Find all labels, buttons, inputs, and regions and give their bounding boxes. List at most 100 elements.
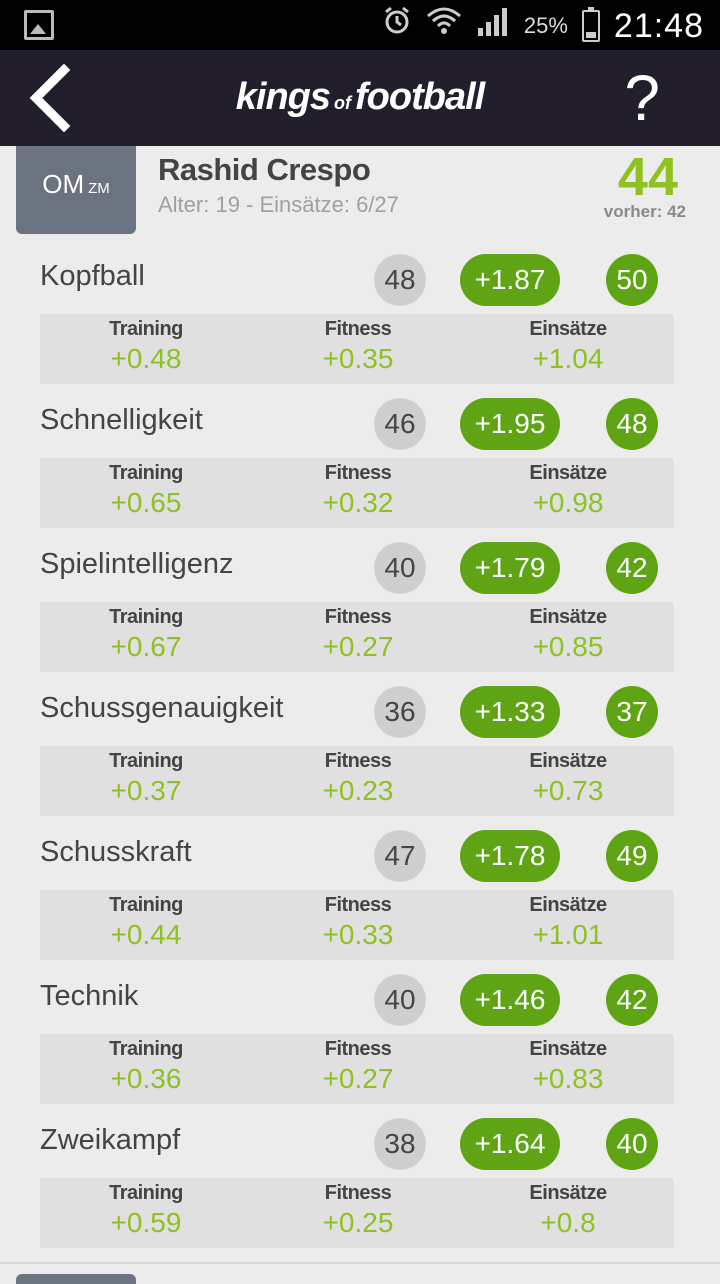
fitness-column: Fitness +0.23 — [278, 750, 438, 807]
logo-text-kings: kings — [235, 76, 331, 118]
skill-new-value: 40 — [606, 1118, 658, 1170]
fitness-column: Fitness +0.25 — [278, 1182, 438, 1239]
einsaetze-column: Einsätze +1.04 — [488, 318, 648, 375]
position-badge: OM ZM — [16, 146, 136, 234]
fitness-column: Fitness +0.35 — [278, 318, 438, 375]
status-bar: 25% 21:48 — [0, 0, 720, 50]
skill-old-value: 48 — [374, 254, 426, 306]
skill-old-value: 38 — [374, 1118, 426, 1170]
einsaetze-value: +1.01 — [532, 919, 604, 950]
back-button[interactable] — [20, 63, 80, 133]
fitness-column: Fitness +0.33 — [278, 894, 438, 951]
skill-name: Spielintelligenz — [40, 548, 234, 580]
skill-row: Zweikampf 38 +1.64 40 Training +0.59 Fitn… — [0, 1114, 720, 1258]
fitness-label: Fitness — [324, 606, 392, 628]
einsaetze-label: Einsätze — [529, 1182, 607, 1204]
einsaetze-value: +1.04 — [532, 343, 604, 374]
help-button[interactable]: ? — [624, 62, 660, 134]
skill-row: Kopfball 48 +1.87 50 Training +0.48 Fitne… — [0, 250, 720, 394]
position-main: OM — [42, 169, 85, 199]
fitness-column: Fitness +0.27 — [278, 1038, 438, 1095]
einsaetze-value: +0.85 — [532, 631, 604, 662]
skill-row: Technik 40 +1.46 42 Training +0.36 Fitnes… — [0, 970, 720, 1114]
skill-new-value: 42 — [606, 974, 658, 1026]
training-value: +0.44 — [110, 919, 182, 950]
fitness-value: +0.23 — [322, 775, 394, 806]
fitness-value: +0.25 — [322, 1207, 394, 1238]
training-column: Training +0.48 — [66, 318, 226, 375]
einsaetze-label: Einsätze — [529, 462, 607, 484]
training-label: Training — [109, 1038, 183, 1060]
logo-text-football: football — [355, 76, 485, 118]
einsaetze-column: Einsätze +0.8 — [488, 1182, 648, 1239]
einsaetze-value: +0.8 — [540, 1207, 596, 1238]
fitness-column: Fitness +0.27 — [278, 606, 438, 663]
skill-delta: +1.46 — [460, 974, 560, 1026]
einsaetze-value: +0.73 — [532, 775, 604, 806]
training-label: Training — [109, 1182, 183, 1204]
training-column: Training +0.59 — [66, 1182, 226, 1239]
player-name: Rashid Crespo — [158, 152, 371, 187]
fitness-value: +0.27 — [322, 1063, 394, 1094]
fitness-label: Fitness — [324, 462, 392, 484]
skill-name: Technik — [40, 980, 139, 1012]
skill-old-value: 46 — [374, 398, 426, 450]
chevron-left-icon — [29, 63, 71, 133]
skill-old-value: 40 — [374, 542, 426, 594]
previous-rating: vorher: 42 — [603, 202, 686, 221]
einsaetze-value: +0.98 — [532, 487, 604, 518]
skill-breakdown: Training +0.44 Fitness +0.33 Einsätze +1.01 — [40, 890, 674, 960]
fitness-value: +0.27 — [322, 631, 394, 662]
skill-delta: +1.87 — [460, 254, 560, 306]
einsaetze-column: Einsätze +0.83 — [488, 1038, 648, 1095]
skill-breakdown: Training +0.59 Fitness +0.25 Einsätze +0.8 — [40, 1178, 674, 1248]
einsaetze-column: Einsätze +0.98 — [488, 462, 648, 519]
status-icons: 25% 21:48 — [382, 6, 704, 46]
fitness-value: +0.32 — [322, 487, 394, 518]
skill-delta: +1.64 — [460, 1118, 560, 1170]
training-column: Training +0.67 — [66, 606, 226, 663]
fitness-label: Fitness — [324, 1182, 392, 1204]
training-column: Training +0.37 — [66, 750, 226, 807]
skill-breakdown: Training +0.37 Fitness +0.23 Einsätze +0.73 — [40, 746, 674, 816]
training-value: +0.37 — [110, 775, 182, 806]
skill-breakdown: Training +0.48 Fitness +0.35 Einsätze +1.04 — [40, 314, 674, 384]
einsaetze-label: Einsätze — [529, 1038, 607, 1060]
einsaetze-label: Einsätze — [529, 750, 607, 772]
skill-breakdown: Training +0.65 Fitness +0.32 Einsätze +0.98 — [40, 458, 674, 528]
training-label: Training — [109, 318, 183, 340]
player-meta: Alter: 19 - Einsätze: 6/27 — [158, 192, 399, 217]
signal-icon — [476, 6, 510, 47]
einsaetze-column: Einsätze +0.73 — [488, 750, 648, 807]
training-label: Training — [109, 606, 183, 628]
app-logo: kings of football — [0, 76, 720, 119]
training-value: +0.59 — [110, 1207, 182, 1238]
einsaetze-label: Einsätze — [529, 318, 607, 340]
battery-percent: 25% — [523, 13, 568, 38]
einsaetze-label: Einsätze — [529, 606, 607, 628]
skill-old-value: 36 — [374, 686, 426, 738]
skill-row: Schnelligkeit 46 +1.95 48 Training +0.65 … — [0, 394, 720, 538]
next-player-badge[interactable] — [16, 1274, 136, 1284]
gallery-icon — [24, 10, 54, 40]
skill-delta: +1.78 — [460, 830, 560, 882]
skill-name: Schusskraft — [40, 836, 192, 868]
skill-delta: +1.95 — [460, 398, 560, 450]
wifi-icon — [426, 6, 462, 47]
training-label: Training — [109, 462, 183, 484]
fitness-label: Fitness — [324, 750, 392, 772]
fitness-label: Fitness — [324, 1038, 392, 1060]
skill-name: Zweikampf — [40, 1124, 181, 1156]
training-label: Training — [109, 894, 183, 916]
einsaetze-column: Einsätze +1.01 — [488, 894, 648, 951]
logo-text-of: of — [334, 93, 352, 113]
skill-new-value: 37 — [606, 686, 658, 738]
training-value: +0.36 — [110, 1063, 182, 1094]
fitness-value: +0.35 — [322, 343, 394, 374]
training-column: Training +0.44 — [66, 894, 226, 951]
app-bar: kings of football ? — [0, 50, 720, 146]
skill-old-value: 40 — [374, 974, 426, 1026]
skill-old-value: 47 — [374, 830, 426, 882]
skill-breakdown: Training +0.36 Fitness +0.27 Einsätze +0.83 — [40, 1034, 674, 1104]
einsaetze-label: Einsätze — [529, 894, 607, 916]
